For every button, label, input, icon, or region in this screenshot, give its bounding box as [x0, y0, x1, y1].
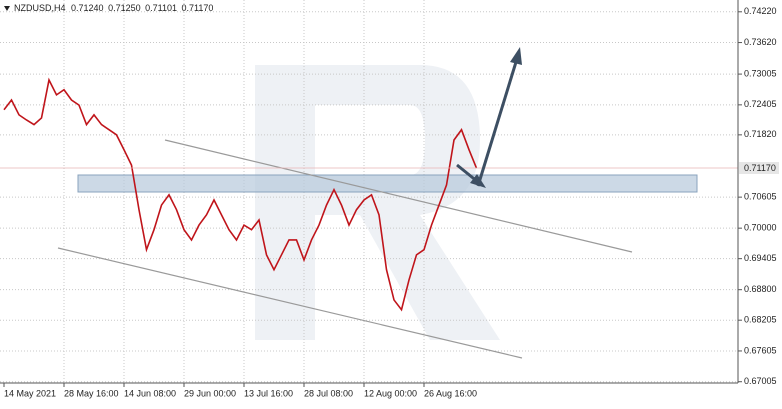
- y-tick-label: 0.69405: [744, 253, 777, 263]
- x-tick-label: 14 May 2021: [4, 388, 56, 398]
- low: 0.71101: [145, 3, 177, 13]
- watermark: [255, 65, 500, 340]
- y-tick-label: 0.73005: [744, 68, 777, 78]
- symbol: NZDUSD,H4: [14, 3, 66, 13]
- x-tick-label: 29 Jun 00:00: [184, 388, 236, 398]
- channel-upper: [164, 139, 633, 253]
- menu-triangle: [4, 6, 10, 11]
- resistance-zone: [77, 174, 698, 193]
- x-tick-label: 26 Aug 16:00: [424, 388, 477, 398]
- x-tick-label: 14 Jun 08:00: [124, 388, 176, 398]
- y-tick-label: 0.70000: [744, 223, 777, 233]
- y-tick-label: 0.67605: [744, 345, 777, 355]
- y-tick-label: 0.70605: [744, 192, 777, 202]
- y-tick-label: 0.73620: [744, 37, 777, 47]
- price-label-box: [739, 162, 779, 174]
- y-tick-label: 0.74220: [744, 6, 777, 16]
- current-price-label: 0.71170: [744, 163, 776, 173]
- x-tick-label: 12 Aug 00:00: [364, 388, 417, 398]
- plot: [3, 77, 478, 312]
- close: 0.71170: [182, 3, 214, 13]
- y-tick-label: 0.68205: [744, 315, 777, 325]
- price-line: [3, 77, 478, 312]
- x-tick-label: 13 Jul 16:00: [244, 388, 293, 398]
- high: 0.71250: [108, 3, 141, 13]
- y-tick-label: 0.68800: [744, 284, 777, 294]
- channel-lower: [57, 247, 523, 359]
- y-tick-label: 0.72405: [744, 99, 777, 109]
- open: 0.71240: [71, 3, 104, 13]
- forecast-arrows: [456, 47, 522, 188]
- y-tick-label: 0.71820: [744, 129, 777, 139]
- x-tick-label: 28 May 16:00: [64, 388, 119, 398]
- y-tick-label: 0.67005: [744, 376, 777, 386]
- chart-header: NZDUSD,H4 0.71240 0.71250 0.71101 0.7117…: [14, 3, 213, 13]
- x-tick-label: 28 Jul 08:00: [304, 388, 353, 398]
